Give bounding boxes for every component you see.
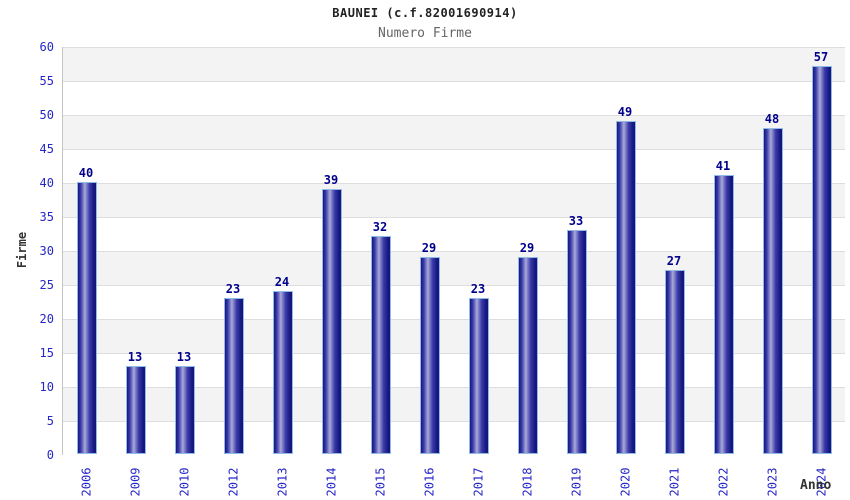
bar-value-label: 29	[519, 241, 535, 255]
bar-value-label: 27	[666, 254, 682, 268]
bar-value-label: 33	[568, 214, 584, 228]
y-tick-label: 20	[39, 312, 54, 326]
x-axis-title: Anno	[800, 478, 832, 493]
bar-2006	[77, 182, 97, 454]
y-tick-label: 35	[39, 210, 54, 224]
y-tick-label: 0	[46, 448, 54, 462]
bar-2023	[763, 128, 783, 454]
y-tick-label: 50	[39, 108, 54, 122]
bar-value-label: 40	[78, 166, 94, 180]
x-tick-label-2021: 2021	[667, 467, 681, 497]
y-tick-label: 60	[39, 40, 54, 54]
y-tick-label: 15	[39, 346, 54, 360]
y-tick-label: 55	[39, 74, 54, 88]
x-tick-label-2013: 2013	[275, 467, 289, 497]
bar-value-label: 39	[323, 173, 339, 187]
bar-value-label: 48	[764, 112, 780, 126]
x-tick-label-2020: 2020	[618, 467, 632, 497]
bar-value-label: 32	[372, 220, 388, 234]
chart-subtitle: Numero Firme	[378, 26, 472, 41]
bar-2021	[665, 270, 685, 454]
bar-value-label: 29	[421, 241, 437, 255]
bar-2010	[175, 366, 195, 454]
bar-value-label: 24	[274, 275, 290, 289]
bar-2015	[371, 236, 391, 454]
bar-value-label: 13	[176, 350, 192, 364]
bar-value-label: 49	[617, 105, 633, 119]
x-tick-label-2014: 2014	[324, 467, 338, 497]
bar-value-label: 23	[470, 282, 486, 296]
bar-2020	[616, 121, 636, 454]
bar-value-label: 13	[127, 350, 143, 364]
bar-2019	[567, 230, 587, 454]
bar-2013	[273, 291, 293, 454]
x-tick-label-2010: 2010	[177, 467, 191, 497]
bar-value-label: 57	[813, 50, 829, 64]
y-tick-label: 5	[46, 414, 54, 428]
grid-band	[63, 149, 845, 183]
bar-value-label: 23	[225, 282, 241, 296]
grid-band	[63, 47, 845, 81]
bar-2016	[420, 257, 440, 454]
bar-2022	[714, 175, 734, 454]
plot-area	[62, 47, 845, 455]
x-tick-label-2016: 2016	[422, 467, 436, 497]
x-tick-label-2009: 2009	[128, 467, 142, 497]
y-tick-label: 30	[39, 244, 54, 258]
x-tick-label-2018: 2018	[520, 467, 534, 497]
bar-2014	[322, 189, 342, 454]
bar-2024	[812, 66, 832, 454]
bar-2017	[469, 298, 489, 454]
grid-band	[63, 81, 845, 115]
x-tick-label-2019: 2019	[569, 467, 583, 497]
x-tick-label-2012: 2012	[226, 467, 240, 497]
x-tick-label-2017: 2017	[471, 467, 485, 497]
y-tick-label: 45	[39, 142, 54, 156]
y-tick-label: 25	[39, 278, 54, 292]
bar-2018	[518, 257, 538, 454]
x-tick-label-2022: 2022	[716, 467, 730, 497]
bar-2012	[224, 298, 244, 454]
x-tick-label-2006: 2006	[79, 467, 93, 497]
x-tick-label-2023: 2023	[765, 467, 779, 497]
grid-band	[63, 115, 845, 149]
bar-2009	[126, 366, 146, 454]
bar-value-label: 41	[715, 159, 731, 173]
x-tick-label-2015: 2015	[373, 467, 387, 497]
y-tick-label: 40	[39, 176, 54, 190]
y-tick-label: 10	[39, 380, 54, 394]
chart-title: BAUNEI (c.f.82001690914)	[332, 6, 518, 20]
